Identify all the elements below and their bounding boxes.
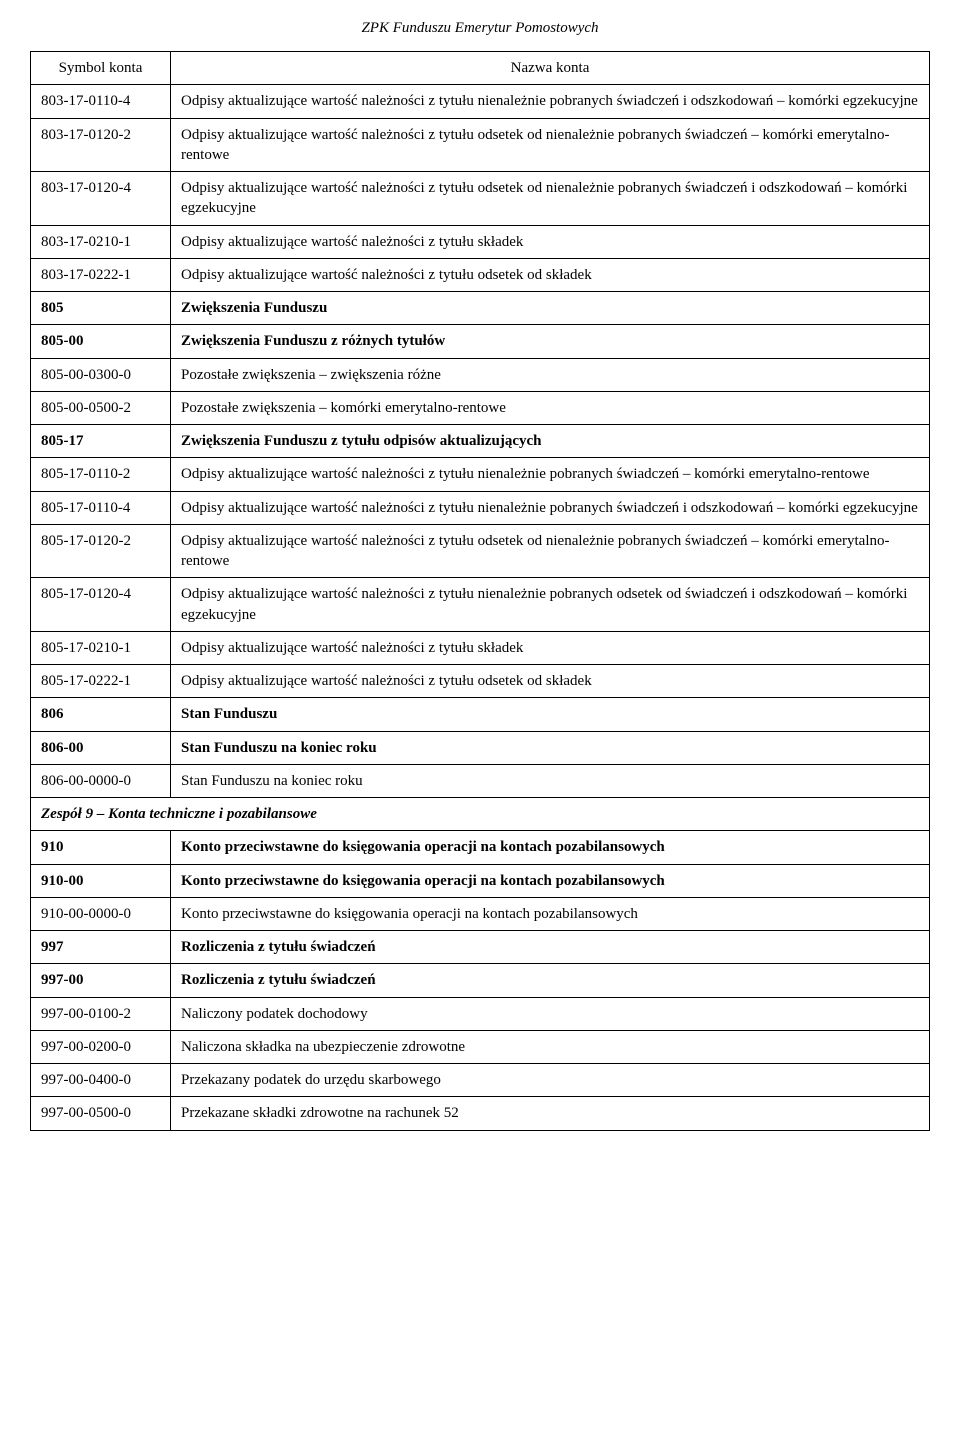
table-row: 805-00Zwiększenia Funduszu z różnych tyt… bbox=[31, 325, 930, 358]
table-row: 805Zwiększenia Funduszu bbox=[31, 292, 930, 325]
table-row: 805-00-0500-2Pozostałe zwiększenia – kom… bbox=[31, 391, 930, 424]
cell-symbol: 806-00 bbox=[31, 731, 171, 764]
page-header: ZPK Funduszu Emerytur Pomostowych bbox=[30, 20, 930, 37]
cell-name: Konto przeciwstawne do księgowania opera… bbox=[171, 897, 930, 930]
accounts-table: Symbol konta Nazwa konta 803-17-0110-4Od… bbox=[30, 51, 930, 1131]
table-row: 805-17-0120-2Odpisy aktualizujące wartoś… bbox=[31, 524, 930, 578]
table-row: 806Stan Funduszu bbox=[31, 698, 930, 731]
cell-name: Rozliczenia z tytułu świadczeń bbox=[171, 964, 930, 997]
cell-symbol: 997-00-0500-0 bbox=[31, 1097, 171, 1130]
cell-name: Konto przeciwstawne do księgowania opera… bbox=[171, 831, 930, 864]
col-symbol: Symbol konta bbox=[31, 52, 171, 85]
table-row: 803-17-0222-1Odpisy aktualizujące wartoś… bbox=[31, 258, 930, 291]
table-row: 997-00-0400-0Przekazany podatek do urzęd… bbox=[31, 1064, 930, 1097]
table-row: 910-00Konto przeciwstawne do księgowania… bbox=[31, 864, 930, 897]
cell-symbol: 803-17-0120-2 bbox=[31, 118, 171, 172]
cell-name: Konto przeciwstawne do księgowania opera… bbox=[171, 864, 930, 897]
cell-name: Stan Funduszu bbox=[171, 698, 930, 731]
cell-name: Zwiększenia Funduszu bbox=[171, 292, 930, 325]
cell-symbol: 805 bbox=[31, 292, 171, 325]
cell-symbol: 805-17 bbox=[31, 425, 171, 458]
cell-symbol: 806 bbox=[31, 698, 171, 731]
cell-symbol: 806-00-0000-0 bbox=[31, 764, 171, 797]
cell-symbol: 805-00 bbox=[31, 325, 171, 358]
table-row: 805-17-0110-4Odpisy aktualizujące wartoś… bbox=[31, 491, 930, 524]
cell-name: Rozliczenia z tytułu świadczeń bbox=[171, 931, 930, 964]
cell-symbol: 997-00-0400-0 bbox=[31, 1064, 171, 1097]
section-heading: Zespół 9 – Konta techniczne i pozabilans… bbox=[31, 798, 930, 831]
cell-name: Przekazane składki zdrowotne na rachunek… bbox=[171, 1097, 930, 1130]
cell-symbol: 997 bbox=[31, 931, 171, 964]
cell-name: Pozostałe zwiększenia – komórki emerytal… bbox=[171, 391, 930, 424]
table-row: 997-00-0500-0Przekazane składki zdrowotn… bbox=[31, 1097, 930, 1130]
cell-name: Naliczony podatek dochodowy bbox=[171, 997, 930, 1030]
cell-name: Odpisy aktualizujące wartość należności … bbox=[171, 665, 930, 698]
cell-name: Stan Funduszu na koniec roku bbox=[171, 764, 930, 797]
cell-symbol: 805-17-0120-4 bbox=[31, 578, 171, 632]
cell-name: Odpisy aktualizujące wartość należności … bbox=[171, 524, 930, 578]
table-row: 910Konto przeciwstawne do księgowania op… bbox=[31, 831, 930, 864]
table-row: 805-17-0210-1Odpisy aktualizujące wartoś… bbox=[31, 631, 930, 664]
table-row: 803-17-0120-4Odpisy aktualizujące wartoś… bbox=[31, 172, 930, 226]
cell-symbol: 805-00-0500-2 bbox=[31, 391, 171, 424]
table-row: 910-00-0000-0Konto przeciwstawne do księ… bbox=[31, 897, 930, 930]
cell-name: Odpisy aktualizujące wartość należności … bbox=[171, 172, 930, 226]
cell-symbol: 997-00-0100-2 bbox=[31, 997, 171, 1030]
table-row: 806-00-0000-0Stan Funduszu na koniec rok… bbox=[31, 764, 930, 797]
table-row: 997-00Rozliczenia z tytułu świadczeń bbox=[31, 964, 930, 997]
table-row: 997Rozliczenia z tytułu świadczeń bbox=[31, 931, 930, 964]
cell-name: Przekazany podatek do urzędu skarbowego bbox=[171, 1064, 930, 1097]
cell-name: Naliczona składka na ubezpieczenie zdrow… bbox=[171, 1030, 930, 1063]
table-row: 803-17-0120-2Odpisy aktualizujące wartoś… bbox=[31, 118, 930, 172]
cell-symbol: 805-17-0120-2 bbox=[31, 524, 171, 578]
cell-name: Odpisy aktualizujące wartość należności … bbox=[171, 578, 930, 632]
cell-name: Odpisy aktualizujące wartość należności … bbox=[171, 631, 930, 664]
cell-symbol: 805-17-0210-1 bbox=[31, 631, 171, 664]
cell-name: Pozostałe zwiększenia – zwiększenia różn… bbox=[171, 358, 930, 391]
cell-name: Stan Funduszu na koniec roku bbox=[171, 731, 930, 764]
cell-name: Zwiększenia Funduszu z tytułu odpisów ak… bbox=[171, 425, 930, 458]
table-row: 806-00Stan Funduszu na koniec roku bbox=[31, 731, 930, 764]
cell-name: Zwiększenia Funduszu z różnych tytułów bbox=[171, 325, 930, 358]
table-row: 805-17-0110-2Odpisy aktualizujące wartoś… bbox=[31, 458, 930, 491]
table-row: 997-00-0100-2Naliczony podatek dochodowy bbox=[31, 997, 930, 1030]
cell-symbol: 910-00-0000-0 bbox=[31, 897, 171, 930]
table-row: 805-00-0300-0Pozostałe zwiększenia – zwi… bbox=[31, 358, 930, 391]
cell-symbol: 805-00-0300-0 bbox=[31, 358, 171, 391]
cell-symbol: 997-00-0200-0 bbox=[31, 1030, 171, 1063]
table-row: 805-17Zwiększenia Funduszu z tytułu odpi… bbox=[31, 425, 930, 458]
cell-name: Odpisy aktualizujące wartość należności … bbox=[171, 85, 930, 118]
table-row: 997-00-0200-0Naliczona składka na ubezpi… bbox=[31, 1030, 930, 1063]
table-row: 803-17-0210-1Odpisy aktualizujące wartoś… bbox=[31, 225, 930, 258]
table-header-row: Symbol konta Nazwa konta bbox=[31, 52, 930, 85]
cell-symbol: 997-00 bbox=[31, 964, 171, 997]
cell-symbol: 805-17-0222-1 bbox=[31, 665, 171, 698]
cell-name: Odpisy aktualizujące wartość należności … bbox=[171, 258, 930, 291]
cell-symbol: 803-17-0110-4 bbox=[31, 85, 171, 118]
cell-symbol: 910-00 bbox=[31, 864, 171, 897]
cell-symbol: 803-17-0222-1 bbox=[31, 258, 171, 291]
table-row: 805-17-0222-1Odpisy aktualizujące wartoś… bbox=[31, 665, 930, 698]
cell-name: Odpisy aktualizujące wartość należności … bbox=[171, 491, 930, 524]
cell-symbol: 803-17-0120-4 bbox=[31, 172, 171, 226]
table-row: 805-17-0120-4Odpisy aktualizujące wartoś… bbox=[31, 578, 930, 632]
cell-name: Odpisy aktualizujące wartość należności … bbox=[171, 458, 930, 491]
cell-name: Odpisy aktualizujące wartość należności … bbox=[171, 225, 930, 258]
cell-symbol: 910 bbox=[31, 831, 171, 864]
col-name: Nazwa konta bbox=[171, 52, 930, 85]
table-row: Zespół 9 – Konta techniczne i pozabilans… bbox=[31, 798, 930, 831]
cell-name: Odpisy aktualizujące wartość należności … bbox=[171, 118, 930, 172]
cell-symbol: 805-17-0110-4 bbox=[31, 491, 171, 524]
cell-symbol: 805-17-0110-2 bbox=[31, 458, 171, 491]
table-row: 803-17-0110-4Odpisy aktualizujące wartoś… bbox=[31, 85, 930, 118]
cell-symbol: 803-17-0210-1 bbox=[31, 225, 171, 258]
